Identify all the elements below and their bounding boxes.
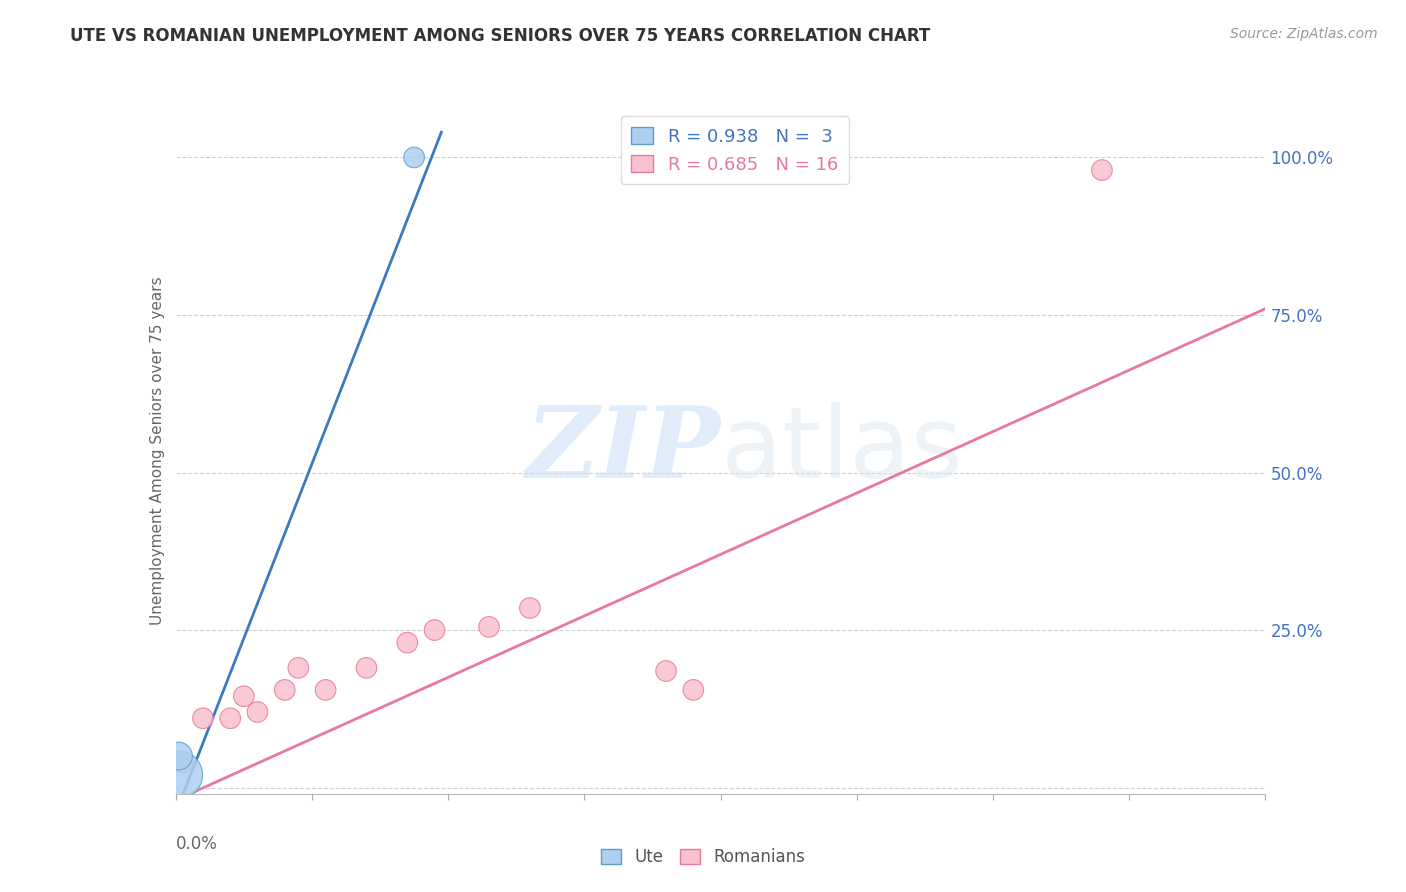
- Point: [1091, 163, 1114, 178]
- Point: [167, 768, 190, 782]
- Point: [274, 682, 297, 697]
- Text: UTE VS ROMANIAN UNEMPLOYMENT AMONG SENIORS OVER 75 YEARS CORRELATION CHART: UTE VS ROMANIAN UNEMPLOYMENT AMONG SENIO…: [70, 27, 931, 45]
- Legend: Ute, Romanians: Ute, Romanians: [592, 840, 814, 875]
- Point: [219, 711, 242, 725]
- Point: [423, 623, 446, 637]
- Point: [655, 664, 678, 678]
- Point: [356, 661, 378, 675]
- Point: [246, 705, 269, 719]
- Point: [315, 682, 337, 697]
- Point: [478, 620, 501, 634]
- Legend: R = 0.938   N =  3, R = 0.685   N = 16: R = 0.938 N = 3, R = 0.685 N = 16: [620, 116, 849, 185]
- Text: ZIP: ZIP: [526, 402, 721, 499]
- Point: [167, 749, 190, 764]
- Y-axis label: Unemployment Among Seniors over 75 years: Unemployment Among Seniors over 75 years: [149, 277, 165, 624]
- Point: [172, 756, 194, 770]
- Point: [191, 711, 214, 725]
- Text: atlas: atlas: [721, 402, 962, 499]
- Point: [396, 635, 419, 649]
- Point: [287, 661, 309, 675]
- Point: [682, 682, 704, 697]
- Point: [404, 151, 426, 165]
- Text: 0.0%: 0.0%: [176, 835, 218, 853]
- Point: [232, 690, 254, 704]
- Point: [519, 601, 541, 615]
- Text: Source: ZipAtlas.com: Source: ZipAtlas.com: [1230, 27, 1378, 41]
